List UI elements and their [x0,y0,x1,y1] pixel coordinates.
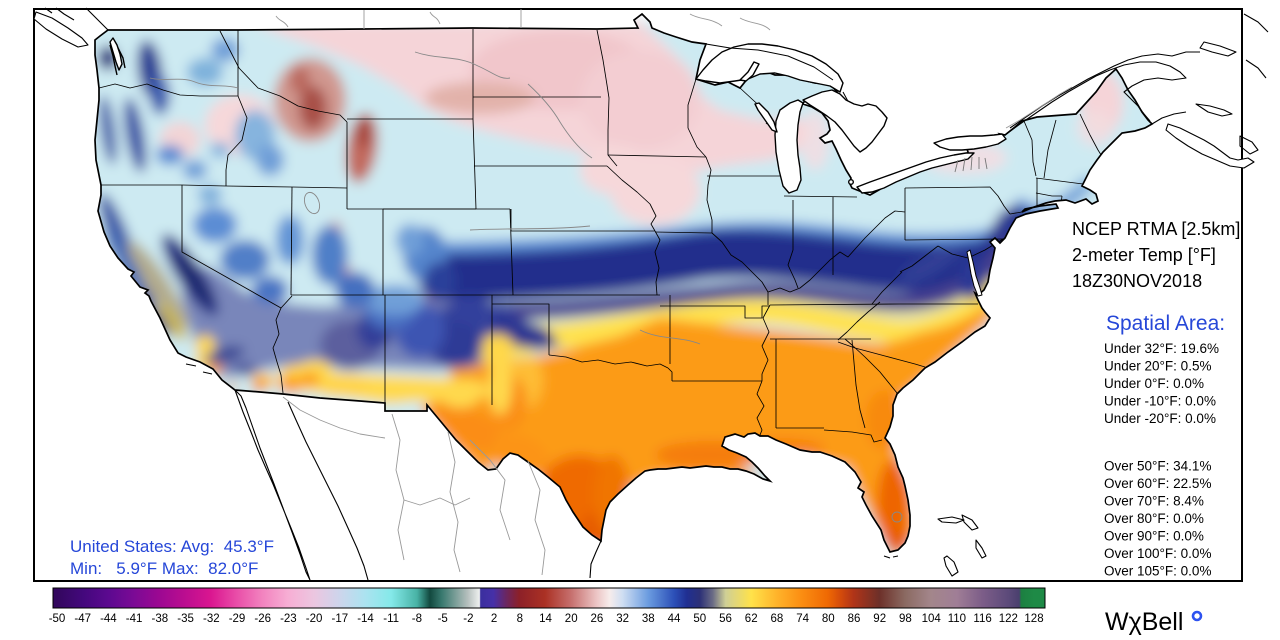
svg-text:Over 100°F: 0.0%: Over 100°F: 0.0% [1104,546,1211,561]
svg-text:-8: -8 [412,613,422,625]
svg-text:Under 32°F: 19.6%: Under 32°F: 19.6% [1104,341,1219,356]
svg-text:20: 20 [565,613,578,625]
svg-text:104: 104 [922,613,942,625]
svg-text:-50: -50 [49,613,66,625]
svg-text:Over 80°F: 0.0%: Over 80°F: 0.0% [1104,511,1204,526]
svg-text:18Z30NOV2018: 18Z30NOV2018 [1072,271,1202,291]
svg-text:116: 116 [973,613,991,625]
svg-text:122: 122 [999,613,1018,625]
svg-text:98: 98 [899,613,912,625]
svg-text:Under 20°F: 0.5%: Under 20°F: 0.5% [1104,359,1211,374]
svg-text:Spatial Area:: Spatial Area: [1106,312,1225,335]
svg-text:Under 0°F: 0.0%: Under 0°F: 0.0% [1104,376,1204,391]
svg-text:128: 128 [1024,613,1043,625]
svg-text:-26: -26 [254,613,271,625]
svg-text:38: 38 [642,613,655,625]
svg-text:-5: -5 [438,613,448,625]
svg-text:-17: -17 [331,613,348,625]
svg-text:86: 86 [848,613,861,625]
svg-text:2: 2 [491,613,497,625]
svg-text:80: 80 [822,613,835,625]
svg-text:92: 92 [873,613,886,625]
svg-text:United States: Avg: 45.3°F: United States: Avg: 45.3°F [70,537,274,556]
svg-text:8: 8 [517,613,523,625]
svg-text:2-meter Temp [°F]: 2-meter Temp [°F] [1072,245,1216,265]
svg-text:62: 62 [745,613,758,625]
svg-text:68: 68 [771,613,784,625]
svg-text:-35: -35 [177,613,194,625]
svg-text:-23: -23 [280,613,297,625]
svg-text:32: 32 [616,613,629,625]
svg-text:-38: -38 [151,613,168,625]
svg-text:Over 105°F: 0.0%: Over 105°F: 0.0% [1104,564,1211,579]
svg-text:-2: -2 [463,613,473,625]
svg-text:50: 50 [693,613,706,625]
svg-text:110: 110 [948,613,966,625]
svg-text:26: 26 [591,613,604,625]
svg-text:-41: -41 [126,613,143,625]
svg-text:44: 44 [668,613,681,625]
svg-text:Under -20°F: 0.0%: Under -20°F: 0.0% [1104,411,1216,426]
svg-text:-44: -44 [100,613,117,625]
svg-text:-32: -32 [203,613,220,625]
svg-text:WχBell: WχBell [1105,608,1183,636]
svg-text:-14: -14 [357,613,374,625]
svg-text:-29: -29 [229,613,246,625]
svg-text:Min: 5.9°F Max: 82.0°F: Min: 5.9°F Max: 82.0°F [70,559,258,578]
svg-text:-47: -47 [74,613,91,625]
svg-text:Over 70°F: 8.4%: Over 70°F: 8.4% [1104,494,1204,509]
svg-text:NCEP RTMA [2.5km]: NCEP RTMA [2.5km] [1072,219,1240,239]
svg-text:Over 90°F: 0.0%: Over 90°F: 0.0% [1104,529,1204,544]
svg-text:Over 50°F: 34.1%: Over 50°F: 34.1% [1104,459,1211,474]
svg-text:Over 60°F: 22.5%: Over 60°F: 22.5% [1104,476,1211,491]
svg-text:74: 74 [796,613,809,625]
svg-text:-11: -11 [383,613,399,625]
svg-text:Under -10°F: 0.0%: Under -10°F: 0.0% [1104,394,1216,409]
svg-text:-20: -20 [306,613,323,625]
svg-text:14: 14 [539,613,552,625]
svg-text:56: 56 [719,613,732,625]
